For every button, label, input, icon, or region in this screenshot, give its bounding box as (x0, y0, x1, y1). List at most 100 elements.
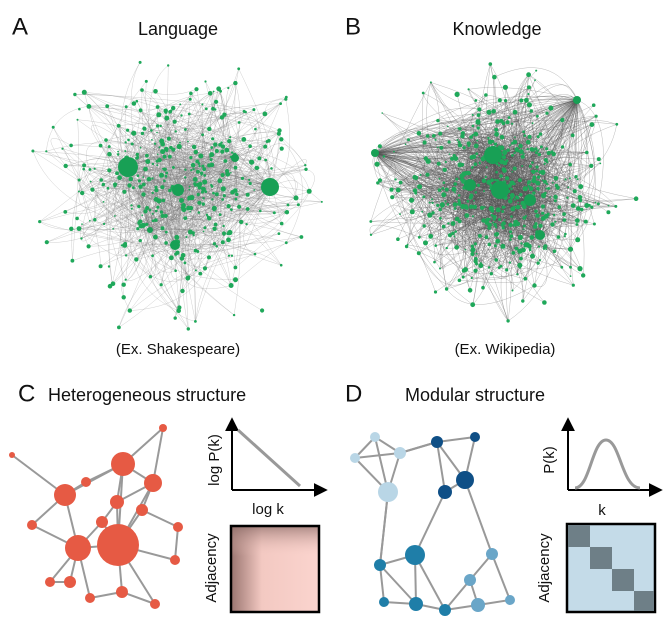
node (584, 203, 590, 208)
node (140, 88, 144, 92)
node (457, 162, 463, 168)
node (486, 548, 498, 560)
node (532, 283, 537, 288)
node (562, 212, 566, 217)
node (505, 120, 510, 125)
node (188, 185, 191, 188)
node (527, 134, 532, 139)
node (81, 89, 87, 95)
node (484, 206, 486, 208)
node (433, 260, 436, 264)
node (136, 227, 140, 231)
node (202, 266, 208, 271)
edge (491, 553, 511, 601)
node (526, 72, 531, 78)
node (575, 237, 581, 243)
node (85, 593, 95, 603)
node (76, 118, 79, 121)
node (570, 203, 576, 209)
node (252, 108, 256, 112)
node (296, 203, 300, 207)
node (215, 245, 218, 248)
node (80, 190, 85, 196)
node (54, 484, 76, 506)
node (201, 164, 205, 168)
node (457, 198, 461, 202)
node (633, 196, 639, 201)
node (471, 154, 477, 159)
node (488, 62, 493, 66)
node (165, 171, 169, 175)
node (495, 226, 498, 229)
node (467, 88, 470, 91)
node (220, 186, 226, 192)
node (141, 192, 146, 197)
node (163, 213, 168, 218)
node (439, 145, 444, 150)
node (183, 216, 188, 221)
node (522, 216, 527, 220)
hub-node (573, 96, 581, 104)
node (203, 174, 207, 177)
node (102, 201, 105, 203)
node (212, 242, 217, 246)
node (127, 308, 132, 313)
node (141, 182, 146, 187)
node (564, 232, 567, 236)
node (457, 201, 462, 205)
node (453, 235, 456, 238)
node (284, 210, 290, 215)
node (89, 180, 92, 183)
node (156, 131, 158, 134)
node (444, 200, 447, 203)
node (69, 226, 74, 231)
node (212, 226, 217, 231)
edge (379, 491, 389, 566)
node (144, 79, 148, 83)
node (153, 234, 158, 240)
node (213, 142, 218, 147)
node (151, 162, 155, 166)
node (540, 204, 546, 209)
node (547, 187, 551, 190)
node (124, 254, 128, 257)
node (145, 153, 149, 158)
node (117, 150, 119, 153)
node (202, 197, 205, 200)
node (577, 266, 583, 272)
node (590, 205, 594, 209)
axis-label: log P(k) (206, 434, 223, 486)
node (138, 184, 143, 189)
node (9, 452, 15, 458)
hub-node (172, 184, 184, 196)
node (389, 187, 394, 192)
node (224, 147, 230, 153)
node (454, 216, 460, 222)
node (130, 142, 134, 146)
panel-title: Language (138, 19, 218, 39)
node (546, 212, 550, 216)
node (220, 149, 225, 154)
node (521, 299, 525, 303)
node (77, 178, 81, 182)
node (525, 139, 531, 145)
node (487, 242, 492, 247)
node (213, 222, 218, 227)
node (218, 143, 223, 147)
node (530, 170, 533, 173)
node (135, 99, 139, 103)
node (476, 126, 480, 130)
node (192, 168, 195, 171)
node (471, 124, 475, 128)
node (124, 278, 127, 281)
node (614, 204, 618, 208)
node (541, 217, 544, 221)
node (514, 147, 520, 152)
node (441, 224, 446, 229)
node (220, 172, 225, 178)
node (157, 153, 159, 156)
node (523, 134, 527, 137)
node (156, 112, 162, 118)
node (538, 132, 543, 136)
node (304, 167, 308, 171)
